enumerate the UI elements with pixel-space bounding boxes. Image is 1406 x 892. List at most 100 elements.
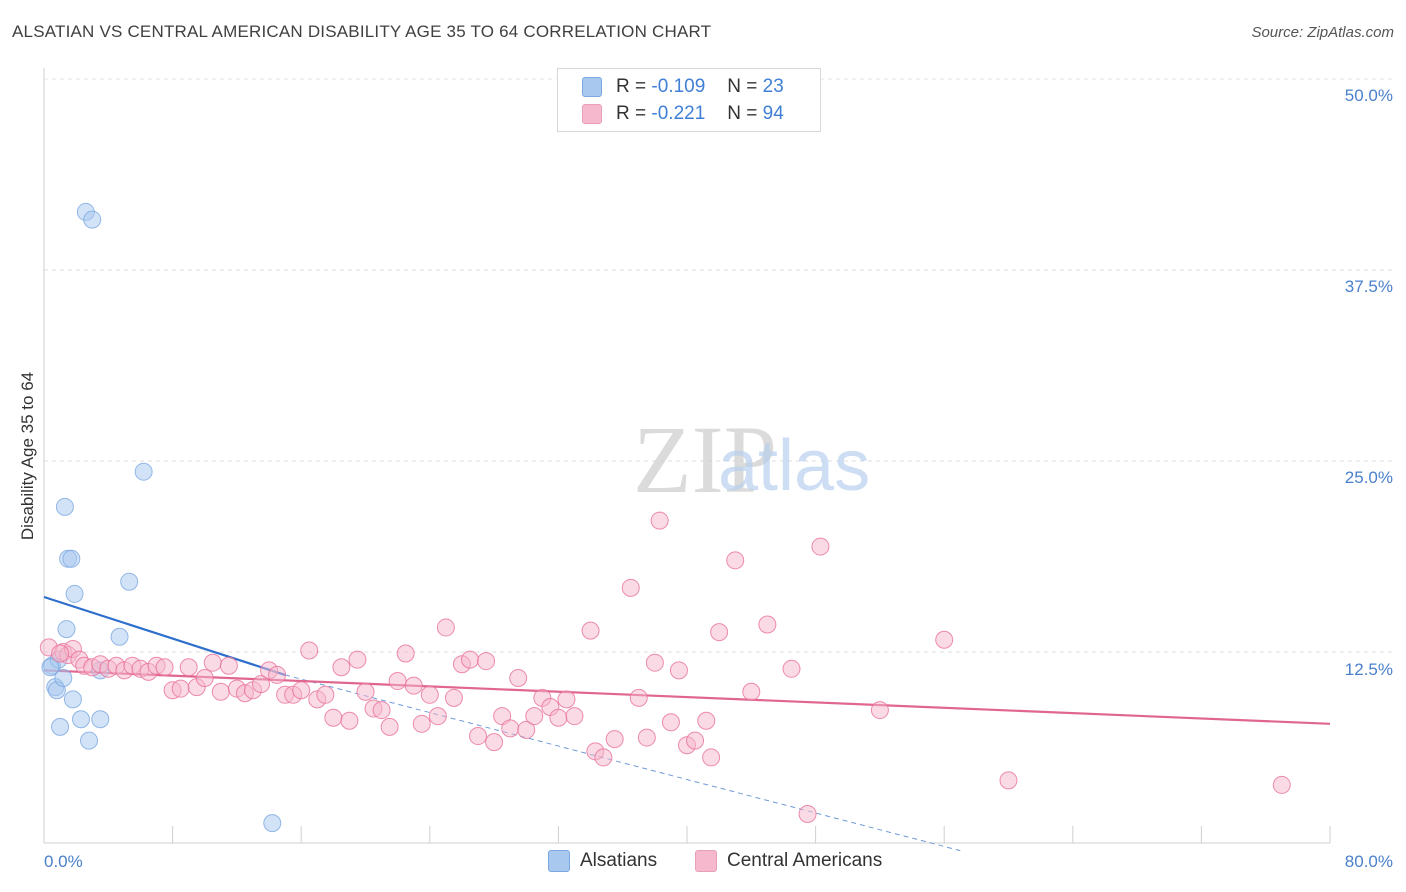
- central-americans-point: [444, 688, 463, 707]
- central-americans-point: [621, 578, 640, 597]
- legend-item-central-americans[interactable]: Central Americans: [695, 850, 882, 872]
- central-americans-point: [637, 728, 656, 747]
- central-americans-point: [219, 656, 238, 675]
- alsatians-point: [57, 620, 76, 639]
- central-americans-point: [605, 730, 624, 749]
- alsatians-point: [51, 717, 70, 736]
- central-americans-point: [340, 711, 359, 730]
- central-americans-point: [372, 701, 391, 720]
- legend-label: Alsatians: [580, 850, 658, 871]
- central-americans-point: [268, 665, 287, 684]
- central-americans-point: [501, 719, 520, 738]
- central-americans-point: [509, 668, 528, 687]
- central-americans-point: [726, 551, 745, 570]
- central-americans-point: [549, 708, 568, 727]
- central-americans-point: [525, 707, 544, 726]
- central-americans-point: [669, 661, 688, 680]
- central-americans-point: [594, 748, 613, 767]
- y-tick-label: 37.5%: [1344, 277, 1393, 296]
- chart-title: ALSATIAN VS CENTRAL AMERICAN DISABILITY …: [12, 22, 712, 41]
- central-americans-point: [436, 618, 455, 637]
- central-americans-point: [179, 658, 198, 677]
- central-americans-point: [171, 679, 190, 698]
- alsatians-point: [63, 690, 82, 709]
- alsatians-point: [41, 658, 60, 677]
- central-americans-point: [477, 652, 496, 671]
- central-americans-point: [702, 748, 721, 767]
- watermark: ZIP atlas: [633, 406, 870, 513]
- central-americans-point: [195, 668, 214, 687]
- alsatians-point: [91, 710, 110, 729]
- central-americans-point: [485, 733, 504, 752]
- central-americans-point: [51, 644, 70, 663]
- alsatians-point: [55, 497, 74, 516]
- y-tick-label: 25.0%: [1344, 468, 1393, 487]
- alsatians-point: [71, 710, 90, 729]
- alsatians-trend-line: [43, 595, 286, 676]
- watermark-atlas: atlas: [718, 426, 870, 506]
- central-americans-point: [155, 658, 174, 677]
- central-americans-point: [356, 682, 375, 701]
- central-americans-point: [252, 675, 271, 694]
- central-americans-point: [581, 621, 600, 640]
- central-americans-point: [428, 707, 447, 726]
- n-label: N =: [727, 103, 758, 124]
- central-americans-point: [412, 714, 431, 733]
- central-americans-point: [420, 685, 439, 704]
- central-americans-point: [557, 690, 576, 709]
- grid-lines: [44, 78, 1396, 653]
- y-tick-label: 50.0%: [1344, 86, 1393, 105]
- central-americans-point: [742, 682, 761, 701]
- central-americans-point: [300, 641, 319, 660]
- central-americans-point: [697, 711, 716, 730]
- alsatians-point: [134, 462, 153, 481]
- central-americans-point: [811, 537, 830, 556]
- central-americans-point: [380, 717, 399, 736]
- trend-lines: [43, 595, 1331, 852]
- r-label: R =: [616, 103, 647, 124]
- central-americans-point: [650, 511, 669, 530]
- central-americans-point: [316, 685, 335, 704]
- alsatians-trend-extension: [284, 674, 961, 852]
- alsatians-point: [110, 627, 129, 646]
- r-value: -0.221: [651, 103, 706, 124]
- legend-swatch: [548, 850, 570, 872]
- alsatians-point: [62, 549, 81, 568]
- alsatians-point: [83, 210, 102, 229]
- axes: [43, 68, 1331, 844]
- x-tick-label: 0.0%: [44, 852, 83, 871]
- source-label: Source: ZipAtlas.com: [1251, 24, 1394, 41]
- central-americans-point: [324, 708, 343, 727]
- alsatians-point: [80, 731, 99, 750]
- legend-row-alsatians: R = -0.109 N = 23: [558, 74, 784, 100]
- n-value: 94: [762, 103, 784, 124]
- central-americans-point: [203, 653, 222, 672]
- central-americans-point: [710, 623, 729, 642]
- central-americans-point: [798, 804, 817, 823]
- central-americans-point: [460, 650, 479, 669]
- legend-swatch: [582, 104, 602, 124]
- central-americans-point: [935, 630, 954, 649]
- stats-legend: R = -0.109 N = 23 R = -0.221 N = 94: [557, 68, 821, 132]
- central-americans-point: [388, 672, 407, 691]
- central-americans-point: [348, 650, 367, 669]
- alsatians-point: [54, 668, 73, 687]
- central-americans-point: [332, 658, 351, 677]
- alsatians-point: [65, 584, 84, 603]
- n-label: N =: [727, 76, 758, 97]
- series-legend: Alsatians Central Americans: [0, 850, 1406, 878]
- central-americans-point: [645, 653, 664, 672]
- central-americans-point: [782, 659, 801, 678]
- r-value: -0.109: [651, 76, 706, 97]
- legend-item-alsatians[interactable]: Alsatians: [548, 850, 657, 872]
- legend-swatch: [695, 850, 717, 872]
- central-americans-point: [629, 688, 648, 707]
- central-americans-point: [661, 713, 680, 732]
- central-americans-point: [469, 727, 488, 746]
- y-axis-label: Disability Age 35 to 64: [18, 371, 37, 541]
- r-label: R =: [616, 76, 647, 97]
- central-americans-point: [565, 707, 584, 726]
- central-americans-point: [517, 720, 536, 739]
- central-americans-point: [758, 615, 777, 634]
